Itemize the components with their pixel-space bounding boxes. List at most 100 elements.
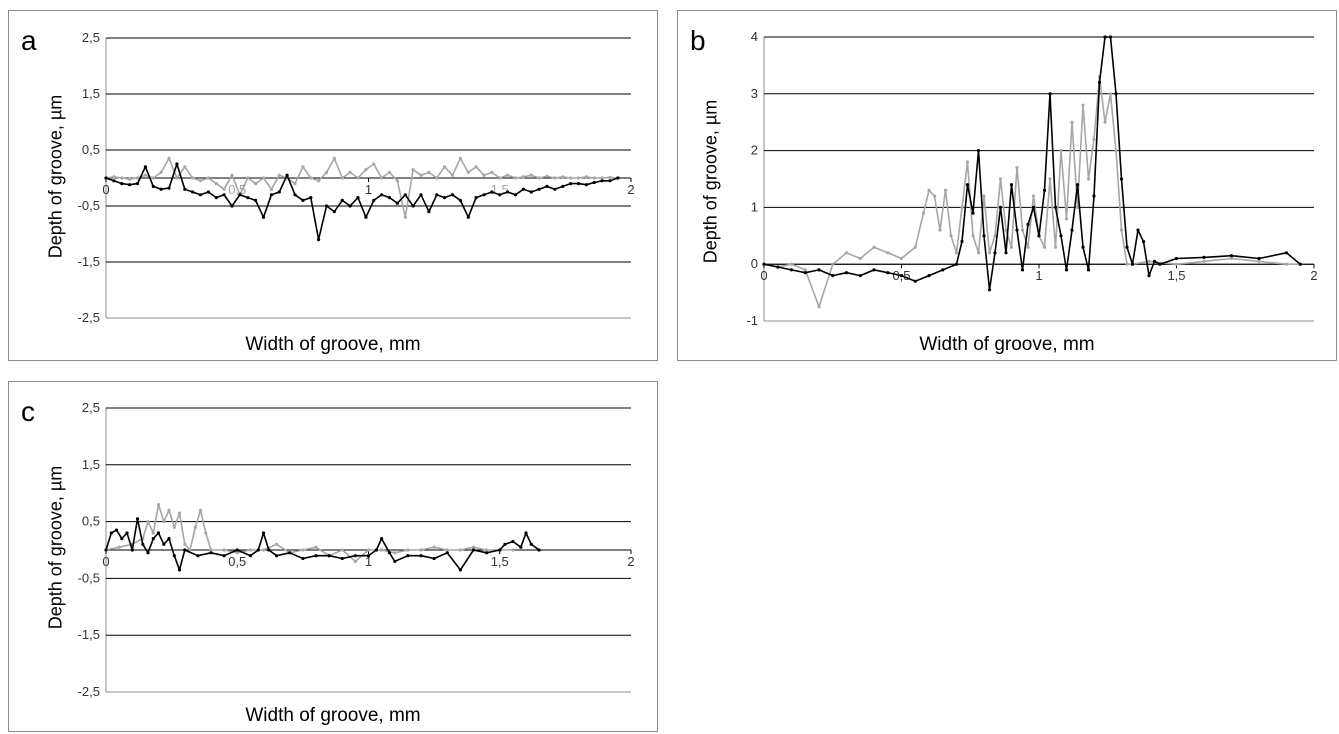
data-point-a-dark-41 [427, 210, 431, 214]
data-point-c-light-19 [248, 548, 252, 552]
data-point-b-dark-31 [1048, 92, 1052, 96]
data-point-b-dark-3 [803, 271, 807, 275]
data-point-c-light-7 [162, 520, 166, 524]
data-point-a-dark-56 [545, 184, 549, 188]
data-point-c-light-36 [471, 545, 476, 549]
data-point-a-light-20 [261, 176, 266, 180]
data-point-c-dark-3 [120, 537, 124, 541]
data-point-a-dark-46 [466, 215, 470, 219]
data-point-b-light-16 [943, 188, 948, 192]
data-point-a-light-19 [254, 182, 258, 186]
data-point-a-dark-39 [411, 204, 415, 208]
data-point-c-light-12 [188, 548, 192, 552]
data-point-a-dark-22 [277, 190, 281, 194]
data-point-a-dark-40 [419, 193, 423, 197]
data-point-b-dark-28 [1031, 205, 1036, 209]
data-point-a-dark-48 [482, 193, 486, 197]
data-point-b-dark-34 [1064, 268, 1069, 272]
data-point-c-dark-7 [141, 542, 145, 546]
y-tick-label-a-2: 0,5 [82, 142, 100, 157]
data-point-c-light-20 [261, 548, 266, 552]
data-point-c-dark-0 [104, 548, 108, 552]
data-point-b-light-32 [1031, 194, 1036, 198]
data-point-a-dark-52 [513, 193, 518, 197]
data-point-c-light-28 [366, 548, 371, 552]
data-point-a-dark-42 [435, 193, 439, 197]
data-point-b-dark-40 [1097, 80, 1102, 84]
data-point-b-light-24 [987, 251, 992, 255]
data-point-c-light-37 [485, 548, 489, 552]
data-point-c-light-18 [235, 551, 239, 555]
data-point-a-dark-33 [364, 215, 368, 219]
data-point-b-dark-21 [993, 251, 997, 255]
data-point-a-dark-18 [246, 196, 250, 200]
data-point-c-dark-13 [172, 554, 176, 558]
data-point-b-light-48 [1119, 228, 1124, 232]
data-point-b-light-6 [844, 251, 849, 255]
data-point-c-dark-47 [524, 531, 528, 535]
data-point-b-light-10 [899, 256, 904, 261]
data-point-a-dark-20 [261, 215, 266, 219]
data-point-a-light-62 [592, 176, 596, 180]
data-point-c-dark-8 [146, 551, 150, 555]
data-point-b-dark-47 [1136, 228, 1140, 232]
data-point-a-dark-6 [151, 184, 155, 188]
data-point-c-dark-35 [393, 559, 397, 563]
data-point-c-light-23 [301, 548, 305, 552]
data-point-a-dark-8 [167, 186, 171, 190]
data-point-c-dark-43 [498, 548, 502, 552]
data-point-a-dark-60 [576, 182, 581, 186]
data-point-a-dark-53 [521, 187, 526, 191]
data-point-b-light-26 [998, 177, 1003, 181]
data-point-c-dark-39 [445, 551, 449, 555]
y-tick-label-c-2: 0,5 [82, 514, 100, 529]
data-point-b-light-14 [932, 194, 937, 198]
data-point-b-dark-9 [886, 271, 890, 275]
data-point-b-dark-27 [1026, 222, 1030, 226]
data-point-a-light-30 [340, 176, 344, 180]
data-point-b-dark-26 [1020, 268, 1025, 272]
x-tick-label-c-2: 1 [365, 554, 372, 569]
data-point-a-light-56 [545, 174, 549, 178]
data-point-b-light-20 [965, 160, 970, 164]
data-point-a-dark-24 [293, 193, 297, 197]
data-point-a-dark-30 [340, 198, 344, 202]
data-point-a-light-15 [222, 187, 226, 191]
data-point-a-dark-0 [104, 176, 108, 180]
data-point-a-dark-51 [506, 190, 510, 194]
data-point-b-dark-10 [899, 274, 904, 278]
data-point-b-light-47 [1114, 149, 1118, 153]
data-point-b-dark-50 [1152, 259, 1157, 263]
data-point-b-light-37 [1059, 149, 1063, 153]
data-point-c-dark-1 [109, 531, 113, 535]
series-line-c-light [105, 503, 513, 563]
series-line-c-dark [105, 518, 540, 571]
data-point-c-dark-36 [406, 554, 410, 558]
x-axis-label-c: Width of groove, mm [245, 705, 421, 726]
data-point-a-light-51 [506, 173, 510, 177]
x-tick-label-a-1: 1 [365, 182, 372, 197]
data-point-a-dark-16 [230, 204, 234, 208]
data-point-b-dark-11 [913, 279, 917, 283]
data-point-b-light-22 [976, 251, 981, 255]
data-point-a-light-60 [576, 176, 581, 180]
data-point-c-light-31 [406, 548, 410, 552]
data-point-a-light-12 [198, 179, 203, 183]
data-point-c-light-5 [151, 531, 155, 535]
data-point-c-dark-5 [130, 548, 134, 552]
data-point-b-dark-0 [762, 262, 766, 266]
data-point-b-dark-33 [1059, 234, 1063, 238]
data-point-b-light-31 [1026, 245, 1030, 249]
data-point-b-light-11 [913, 245, 917, 249]
data-point-c-dark-49 [537, 548, 541, 552]
data-point-a-light-8 [167, 156, 171, 160]
data-point-c-dark-31 [366, 554, 371, 558]
data-point-c-light-15 [204, 531, 208, 535]
x-tick-label-b-4: 2 [1310, 268, 1317, 283]
data-point-b-dark-46 [1130, 262, 1135, 266]
data-point-a-dark-11 [191, 190, 195, 194]
data-point-b-dark-1 [776, 265, 780, 269]
data-point-c-dark-40 [458, 568, 462, 572]
data-point-b-light-49 [1125, 262, 1129, 266]
data-point-c-dark-9 [151, 537, 155, 541]
